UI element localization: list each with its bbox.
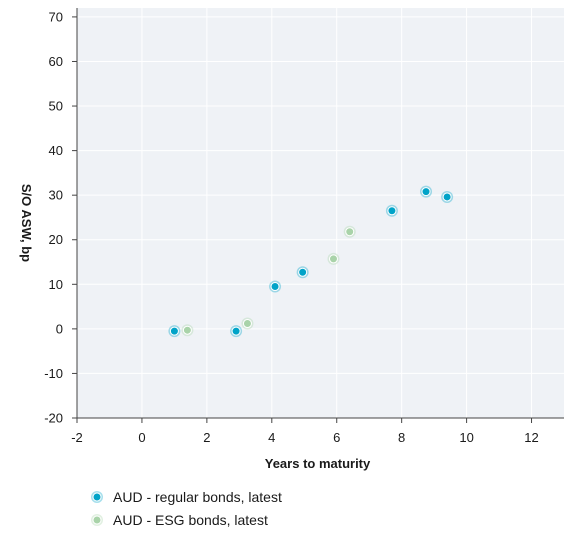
regular-bond-point xyxy=(168,325,181,338)
y-tick-label: 30 xyxy=(49,188,63,203)
y-tick-label: 40 xyxy=(49,143,63,158)
grid xyxy=(76,8,564,419)
x-tick-label: 8 xyxy=(398,430,405,445)
legend: AUD - regular bonds, latest AUD - ESG bon… xyxy=(91,489,282,528)
y-axis-ticks: -20 -10 0 10 20 30 40 50 60 70 xyxy=(44,9,77,426)
x-tick-label: -2 xyxy=(71,430,83,445)
x-axis-ticks: -2 0 2 4 6 8 10 12 xyxy=(71,418,539,445)
esg-bond-point xyxy=(343,225,356,238)
esg-bond-point xyxy=(327,252,340,265)
y-tick-label: 70 xyxy=(49,9,63,24)
regular-bond-point xyxy=(269,280,282,293)
legend-label: AUD - regular bonds, latest xyxy=(113,489,282,505)
legend-marker xyxy=(91,491,103,503)
esg-bond-point xyxy=(241,317,254,330)
x-tick-label: 4 xyxy=(268,430,275,445)
legend-marker xyxy=(91,514,103,526)
x-tick-label: 6 xyxy=(333,430,340,445)
data-points xyxy=(168,185,454,338)
plot-area xyxy=(77,8,564,418)
regular-bond-point xyxy=(385,204,398,217)
y-tick-label: 10 xyxy=(49,277,63,292)
y-tick-label: -10 xyxy=(44,366,63,381)
regular-bond-point xyxy=(441,190,454,203)
legend-item: AUD - ESG bonds, latest xyxy=(91,512,268,528)
esg-bond-point xyxy=(181,324,194,337)
x-tick-label: 2 xyxy=(203,430,210,445)
y-axis-title: S/O ASW, bp xyxy=(19,184,34,262)
x-axis-title: Years to maturity xyxy=(265,456,371,471)
legend-item: AUD - regular bonds, latest xyxy=(91,489,282,505)
legend-label: AUD - ESG bonds, latest xyxy=(113,512,268,528)
y-tick-label: 20 xyxy=(49,232,63,247)
x-tick-label: 10 xyxy=(459,430,473,445)
y-tick-label: 60 xyxy=(49,54,63,69)
x-tick-label: 0 xyxy=(138,430,145,445)
y-tick-label: -20 xyxy=(44,411,63,426)
regular-bond-point xyxy=(296,266,309,279)
regular-bond-point xyxy=(420,185,433,198)
y-tick-label: 0 xyxy=(56,321,63,336)
regular-bond-point xyxy=(230,325,243,338)
x-tick-label: 12 xyxy=(524,430,538,445)
y-tick-label: 50 xyxy=(49,99,63,114)
